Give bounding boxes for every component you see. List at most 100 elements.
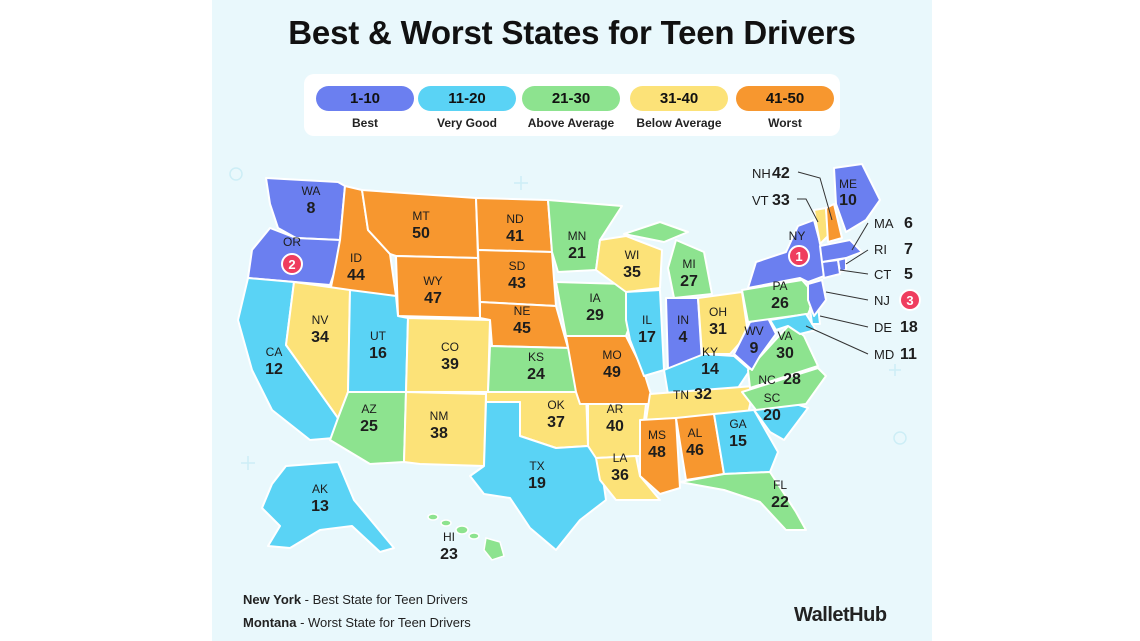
state-rank: 4: [679, 329, 688, 346]
state-rank: 36: [611, 467, 629, 484]
state-rank: 12: [265, 361, 283, 378]
state-abbr: CO: [441, 340, 459, 354]
state-abbr: LA: [613, 451, 628, 465]
legend: 1-10 Best 11-20 Very Good 21-30 Above Av…: [304, 74, 840, 136]
state-mi-up: [623, 221, 689, 243]
state-ct: [821, 259, 841, 279]
state-abbr: KS: [528, 350, 544, 364]
footnote-best: New York - Best State for Teen Drivers: [243, 592, 468, 607]
state-abbr: FL: [773, 478, 787, 492]
wallethub-logo: WalletHub: [794, 604, 887, 626]
state-rank: 50: [412, 225, 430, 242]
state-abbr: MS: [648, 428, 666, 442]
state-abbr: ID: [350, 251, 362, 265]
state-tx: [469, 401, 607, 551]
state-abbr: IN: [677, 313, 689, 327]
state-abbr: MO: [602, 348, 621, 362]
state-rank: 40: [606, 418, 624, 435]
state-abbr: AZ: [361, 402, 376, 416]
state-rank: 20: [763, 407, 781, 424]
state-rank-ma: 6: [904, 215, 913, 232]
state-rank-vt: 33: [772, 192, 790, 209]
state-rank: 16: [369, 345, 387, 362]
state-rank: 28: [783, 371, 801, 388]
state-rank: 43: [508, 275, 526, 292]
footnote-text: - Best State for Teen Drivers: [301, 592, 468, 607]
state-rank: 35: [623, 264, 641, 281]
state-ms: [639, 417, 681, 495]
state-abbr-md: MD: [874, 347, 894, 362]
state-rank: 34: [311, 329, 329, 346]
state-rank: 19: [528, 475, 546, 492]
state-fl: [679, 471, 807, 531]
state-abbr: OR: [283, 235, 301, 249]
state-hi: [427, 513, 505, 561]
rank-badge-nj: 3: [899, 289, 921, 311]
state-co: [405, 317, 491, 393]
state-rank: 30: [776, 345, 794, 362]
state-rank: 22: [771, 494, 789, 511]
state-abbr: KY: [702, 345, 718, 359]
legend-label: Worst: [768, 116, 802, 130]
state-abbr: MN: [568, 229, 587, 243]
state-abbr-vt: VT: [752, 193, 769, 208]
state-rank: 17: [638, 329, 656, 346]
state-rank: 29: [586, 307, 604, 324]
state-rank: 14: [701, 361, 719, 378]
small-state-labels: NH 42 VT 33 MA 6 RI 7 CT 5 NJ DE 18 MD 1…: [752, 165, 918, 363]
state-abbr: GA: [729, 417, 746, 431]
legend-pill: 31-40: [630, 86, 728, 111]
state-rank: 27: [680, 273, 698, 290]
state-nj: [807, 279, 827, 317]
state-rank: 25: [360, 418, 378, 435]
footnote-state: Montana: [243, 615, 297, 630]
state-abbr: AL: [688, 426, 703, 440]
state-rank: 13: [311, 498, 329, 515]
state-abbr: CA: [266, 345, 283, 359]
legend-pill: 1-10: [316, 86, 414, 111]
state-rank: 31: [709, 321, 727, 338]
legend-item-worst: 41-50 Worst: [736, 86, 834, 130]
footnote-state: New York: [243, 592, 302, 607]
state-abbr: NC: [758, 373, 776, 387]
state-la: [595, 455, 661, 501]
legend-item-best: 1-10 Best: [316, 86, 414, 130]
state-abbr: AR: [607, 402, 624, 416]
state-rank: 37: [547, 414, 565, 431]
state-il: [625, 289, 665, 377]
state-rank: 9: [750, 340, 759, 357]
state-abbr: WY: [423, 274, 442, 288]
state-abbr: WI: [625, 248, 640, 262]
state-rank: 26: [771, 295, 789, 312]
decorative-marks: [229, 167, 907, 470]
top-rank-badges: 1 2 3: [281, 245, 921, 311]
state-rank: 38: [430, 425, 448, 442]
state-abbr: NM: [430, 409, 449, 423]
state-va: [747, 323, 819, 389]
state-rank: 32: [694, 386, 712, 403]
state-abbr: WA: [302, 184, 321, 198]
state-ga: [713, 409, 779, 475]
legend-label: Above Average: [527, 116, 615, 130]
rank-badge-number: 1: [795, 249, 802, 264]
legend-pill: 11-20: [418, 86, 516, 111]
state-abbr: TN: [673, 388, 689, 402]
state-ny: [747, 219, 825, 289]
state-abbr: NE: [514, 304, 531, 318]
state-abbr: NY: [789, 229, 806, 243]
state-ak: [261, 461, 395, 553]
footnote-worst: Montana - Worst State for Teen Drivers: [243, 615, 471, 630]
state-rank: 23: [440, 546, 458, 563]
state-rank-de: 18: [900, 319, 918, 336]
state-abbr: MI: [682, 257, 695, 271]
state-rank: 10: [839, 192, 857, 209]
state-abbr: SC: [764, 391, 781, 405]
state-rank-md: 11: [900, 346, 917, 363]
state-rank-ri: 7: [904, 241, 913, 258]
footnote-text: - Worst State for Teen Drivers: [296, 615, 471, 630]
legend-item-below-average: 31-40 Below Average: [630, 86, 728, 130]
state-abbr: IA: [589, 291, 600, 305]
state-rank: 8: [307, 200, 316, 217]
state-me: [833, 163, 881, 233]
